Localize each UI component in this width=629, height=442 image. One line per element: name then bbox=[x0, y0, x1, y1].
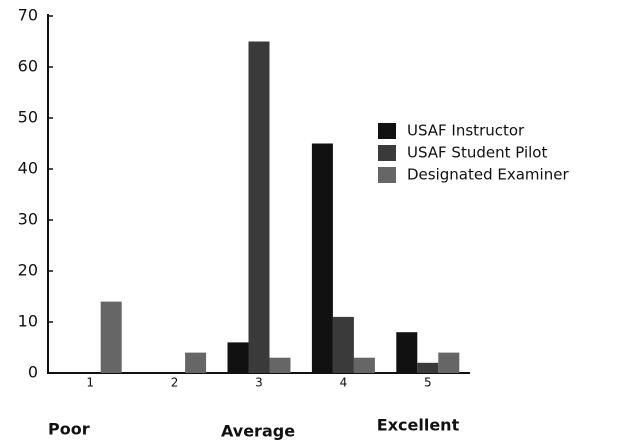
bar bbox=[269, 357, 291, 373]
x-tick-label: 2 bbox=[171, 376, 179, 390]
x-tick-label: 1 bbox=[86, 376, 94, 390]
y-tick-label: 10 bbox=[18, 312, 38, 331]
bar bbox=[227, 342, 249, 373]
legend-swatch bbox=[378, 123, 396, 139]
bar bbox=[100, 301, 122, 373]
y-tick-label: 40 bbox=[18, 159, 38, 178]
legend-label: USAF Student Pilot bbox=[407, 144, 547, 162]
bar bbox=[248, 41, 270, 373]
y-tick-label: 20 bbox=[18, 261, 38, 280]
annotation: Average bbox=[221, 422, 295, 441]
bar bbox=[438, 352, 460, 373]
x-tick-label: 4 bbox=[340, 376, 348, 390]
legend-label: USAF Instructor bbox=[407, 122, 525, 140]
y-tick-label: 50 bbox=[18, 108, 38, 127]
bar bbox=[417, 362, 439, 373]
bar bbox=[353, 357, 375, 373]
x-tick-label: 5 bbox=[424, 376, 432, 390]
x-tick-label: 3 bbox=[255, 376, 263, 390]
y-tick-label: 0 bbox=[28, 363, 38, 382]
y-tick-label: 30 bbox=[18, 210, 38, 229]
legend-label: Designated Examiner bbox=[407, 166, 569, 184]
bar bbox=[332, 316, 354, 373]
annotation: Poor bbox=[48, 420, 90, 439]
y-tick-label: 70 bbox=[18, 6, 38, 25]
legend-swatch bbox=[378, 145, 396, 161]
bar bbox=[311, 143, 333, 373]
bar bbox=[396, 332, 418, 373]
bar bbox=[185, 352, 207, 373]
legend-swatch bbox=[378, 167, 396, 183]
annotation: Excellent bbox=[377, 416, 460, 435]
y-tick-label: 60 bbox=[18, 57, 38, 76]
